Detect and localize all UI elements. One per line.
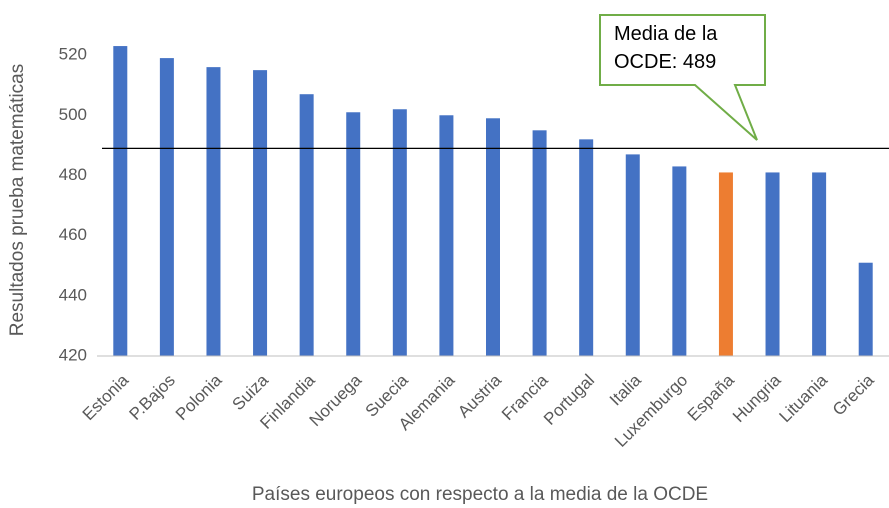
- y-tick-label: 520: [59, 45, 87, 64]
- bar: [113, 46, 128, 357]
- x-tick-label: Estonia: [79, 370, 133, 424]
- bar: [579, 139, 594, 356]
- bar: [625, 154, 640, 356]
- y-tick-label: 460: [59, 225, 87, 244]
- y-tick-label: 440: [59, 285, 87, 304]
- bar: [858, 262, 873, 356]
- x-tick-label: Noruega: [306, 370, 366, 430]
- x-axis-label: Países europeos con respecto a la media …: [252, 484, 708, 505]
- bar: [346, 112, 361, 356]
- bar: [718, 172, 733, 356]
- callout-container: Media de la OCDE: 489: [614, 23, 718, 73]
- x-tick-label: P.Bajos: [126, 371, 179, 424]
- bar: [812, 172, 827, 356]
- x-tick-label: Hungria: [729, 370, 785, 426]
- bar: [206, 67, 221, 357]
- bar: [253, 70, 268, 357]
- x-tick-label: Austria: [454, 370, 505, 421]
- annotation: Media de la OCDE: 489: [614, 23, 718, 73]
- x-tick-label: Italia: [606, 370, 645, 409]
- x-tick-label: Lituania: [776, 370, 832, 426]
- x-tick-label: Portugal: [540, 371, 598, 429]
- y-tick-label: 500: [59, 105, 87, 124]
- bar: [486, 118, 500, 356]
- x-tick-label: Polonia: [172, 370, 226, 424]
- bar: [392, 109, 407, 356]
- callout-box: [599, 14, 766, 141]
- bar: [672, 166, 687, 356]
- bar: [532, 130, 547, 356]
- y-tick-label: 480: [59, 165, 87, 184]
- x-tick-label: Suiza: [229, 370, 273, 414]
- y-tick-label: 420: [59, 345, 87, 364]
- bar: [299, 94, 314, 356]
- bar: [439, 115, 454, 356]
- y-axis-label: Resultados prueba matemáticas: [7, 64, 28, 336]
- bar: [159, 58, 174, 356]
- bar: [765, 172, 780, 356]
- x-tick-label: Grecia: [829, 370, 878, 419]
- x-tick-label: España: [684, 370, 739, 425]
